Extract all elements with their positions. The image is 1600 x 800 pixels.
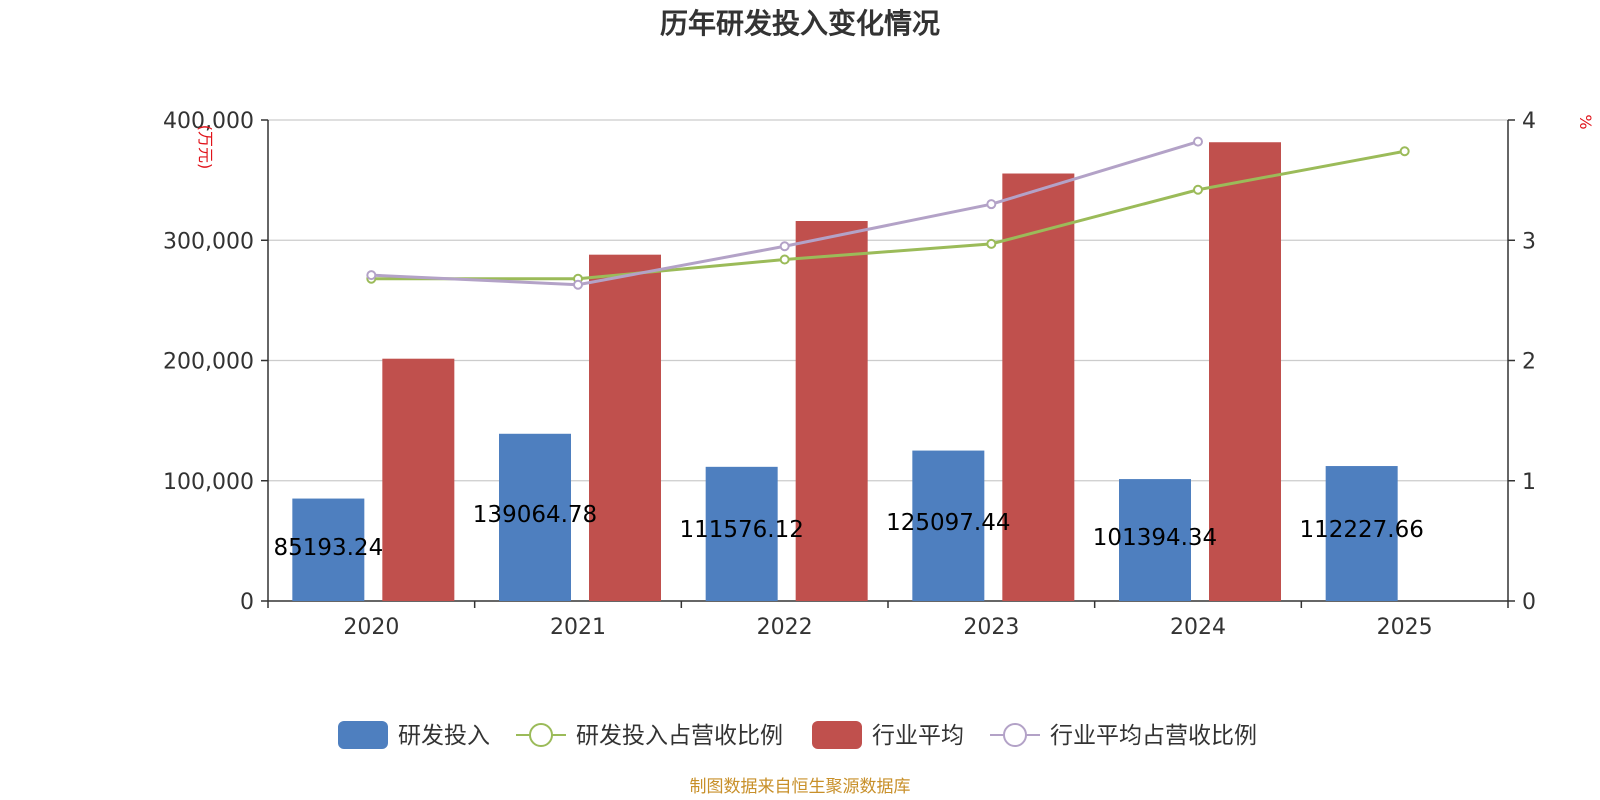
left-tick-label: 100,000 [163, 470, 254, 495]
line-rd-ratio [371, 149, 1405, 281]
line-point [986, 238, 997, 249]
bar-rd [499, 433, 571, 601]
line-point [779, 254, 790, 265]
bar-industry [1002, 173, 1075, 602]
bar-industry [1209, 142, 1281, 601]
left-tick-label: 0 [240, 590, 254, 615]
bar-data-label: 85193.24 [273, 535, 383, 561]
right-tick-label: 3 [1522, 229, 1536, 254]
bar-rd [912, 450, 985, 601]
x-tick-label: 2022 [757, 615, 813, 640]
chart-title: 历年研发投入变化情况 [660, 7, 940, 40]
legend-swatch [812, 721, 862, 749]
right-tick-label: 0 [1522, 590, 1536, 615]
bar-data-label: 112227.66 [1299, 517, 1423, 543]
legend-label: 研发投入 [398, 723, 490, 749]
legend-swatch [338, 721, 388, 749]
bars [292, 142, 1398, 602]
line-point [1399, 146, 1410, 157]
bar-rd [292, 498, 365, 601]
legend-swatch-marker [1003, 723, 1027, 747]
line-point [573, 279, 583, 290]
bar-data-label: 139064.78 [473, 502, 597, 528]
x-tick-label: 2024 [1170, 615, 1226, 640]
bar-rd [1325, 466, 1398, 601]
x-tick-label: 2021 [550, 615, 606, 640]
left-tick-label: 300,000 [163, 229, 254, 254]
left-tick-label: 400,000 [163, 109, 254, 134]
axes: 0 100,000 200,000 300,000 400,000 0 1 2 3 4 (万元)% 2… [163, 109, 1595, 640]
x-tick-label: 2023 [963, 615, 1019, 640]
line-point [1193, 184, 1203, 195]
line-series [366, 136, 1410, 290]
bar-rd [705, 466, 778, 601]
x-tick-label: 2025 [1377, 615, 1433, 640]
legend-label: 行业平均占营收比例 [1050, 723, 1257, 749]
legend-swatch-marker [529, 723, 553, 747]
line-point [366, 270, 377, 281]
bar-data-label: 101394.34 [1093, 525, 1217, 551]
bar-rd [1119, 479, 1191, 601]
line-point [779, 241, 790, 252]
bar-data-label: 125097.44 [886, 510, 1010, 536]
grid-lines [268, 119, 1508, 482]
line-point [1193, 136, 1203, 147]
bar-industry [589, 254, 661, 601]
bar-industry [382, 358, 455, 601]
legend-label: 行业平均 [872, 723, 964, 749]
left-axis-unit: (万元) [196, 125, 215, 170]
right-tick-label: 4 [1522, 109, 1536, 134]
legend: 研发投入 研发投入占营收比例 行业平均 行业平均占营收比例 [338, 721, 1257, 749]
right-axis-unit: % [1576, 114, 1595, 129]
right-tick-label: 2 [1522, 350, 1536, 375]
bar-data-label: 111576.12 [679, 517, 803, 543]
line-point [986, 199, 997, 210]
bar-industry [795, 221, 868, 601]
x-tick-label: 2020 [343, 615, 399, 640]
source-note: 制图数据来自恒生聚源数据库 [690, 777, 911, 797]
data-labels: 85193.24 139064.78 111576.12 125097.44 10139… [273, 502, 1423, 561]
legend-label: 研发投入占营收比例 [576, 723, 783, 749]
right-tick-label: 1 [1522, 470, 1536, 495]
left-tick-label: 200,000 [163, 350, 254, 375]
